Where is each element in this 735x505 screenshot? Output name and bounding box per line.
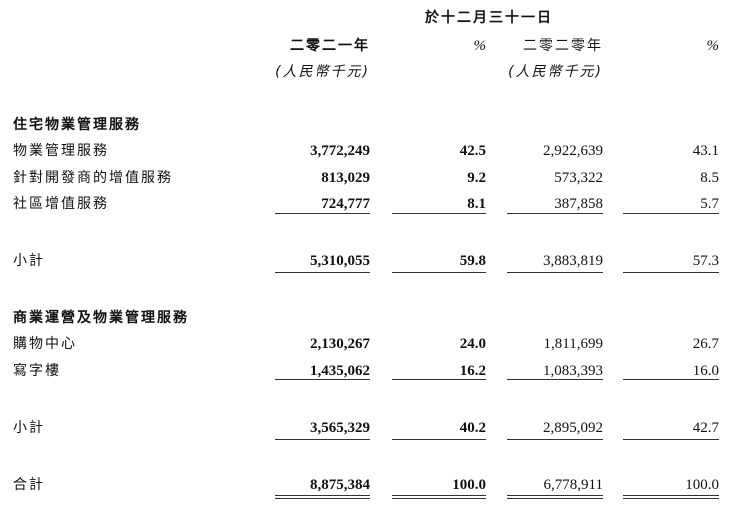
unit1-header: (人民幣千元) — [275, 64, 370, 80]
table-row-pct-2021: 9.2 — [467, 169, 486, 186]
table-row-value-2020: 1,083,393 — [543, 362, 603, 379]
row-underline — [275, 379, 370, 380]
subtotal-underline — [275, 439, 370, 440]
total-row-label: 合計 — [13, 477, 45, 493]
period-header: 於十二月三十一日 — [425, 10, 553, 26]
section-title: 商業運營及物業管理服務 — [13, 310, 189, 326]
subtotal-row-pct-2021: 40.2 — [459, 420, 486, 436]
total-row-pct-2021: 100.0 — [452, 477, 486, 493]
subtotal-underline — [623, 439, 719, 440]
subtotal-row-pct-2021: 59.8 — [459, 253, 486, 269]
subtotal-row-value-2021: 3,565,329 — [310, 420, 370, 436]
subtotal-underline — [507, 272, 603, 273]
table-row-value-2021: 3,772,249 — [310, 143, 370, 159]
table-row-value-2021: 2,130,267 — [310, 336, 370, 352]
unit2-header: (人民幣千元) — [508, 64, 603, 80]
table-row-pct-2020: 26.7 — [692, 336, 719, 352]
total-double-underline — [275, 495, 370, 499]
total-row-pct-2020: 100.0 — [685, 477, 719, 493]
subtotal-row-label: 小計 — [13, 253, 45, 269]
total-row-value-2021: 8,875,384 — [310, 477, 370, 493]
row-underline — [623, 212, 719, 214]
pct1-header: % — [473, 38, 487, 54]
table-row-value-2020: 1,811,699 — [543, 336, 603, 352]
table-row-pct-2021: 24.0 — [459, 336, 486, 352]
table-row-pct-2020: 16.0 — [692, 362, 719, 379]
subtotal-row-label: 小計 — [13, 420, 45, 436]
table-row-label: 針對開發商的增值服務 — [13, 169, 173, 186]
total-double-underline — [623, 495, 719, 499]
table-row-label: 社區增值服務 — [13, 196, 109, 212]
subtotal-row-value-2020: 3,883,819 — [543, 253, 603, 269]
subtotal-row-value-2020: 2,895,092 — [543, 420, 603, 436]
table-row-pct-2020: 43.1 — [692, 143, 719, 159]
year2-header: 二零二零年 — [523, 38, 603, 54]
subtotal-row-value-2021: 5,310,055 — [310, 253, 370, 269]
total-double-underline — [392, 495, 486, 499]
table-row-value-2021: 813,029 — [321, 169, 370, 186]
table-row-label: 購物中心 — [13, 336, 77, 352]
table-row-value-2020: 2,922,639 — [543, 143, 603, 159]
row-underline — [275, 212, 370, 214]
table-row-label: 物業管理服務 — [13, 143, 109, 159]
subtotal-underline — [392, 439, 486, 440]
table-row-pct-2020: 5.7 — [700, 196, 719, 212]
subtotal-row-pct-2020: 57.3 — [692, 253, 719, 269]
table-row-pct-2021: 8.1 — [467, 196, 486, 212]
pct2-header: % — [706, 38, 720, 54]
row-underline — [507, 379, 603, 380]
year1-header: 二零二一年 — [290, 38, 370, 54]
section-title: 住宅物業管理服務 — [13, 117, 141, 133]
subtotal-underline — [623, 272, 719, 273]
subtotal-underline — [392, 272, 486, 273]
row-underline — [392, 379, 486, 380]
subtotal-underline — [507, 439, 603, 440]
table-row-pct-2020: 8.5 — [700, 169, 719, 186]
row-underline — [623, 379, 719, 380]
table-row-value-2021: 1,435,062 — [310, 362, 370, 379]
table-row-value-2020: 387,858 — [554, 196, 603, 212]
table-row-pct-2021: 42.5 — [459, 143, 486, 159]
total-row-value-2020: 6,778,911 — [543, 477, 603, 493]
table-row-value-2020: 573,322 — [554, 169, 603, 186]
row-underline — [392, 212, 486, 214]
total-double-underline — [507, 495, 603, 499]
row-underline — [507, 212, 603, 214]
table-row-label: 寫字樓 — [13, 362, 61, 379]
subtotal-row-pct-2020: 42.7 — [692, 420, 719, 436]
table-row-pct-2021: 16.2 — [459, 362, 486, 379]
subtotal-underline — [275, 272, 370, 273]
table-row-value-2021: 724,777 — [321, 196, 370, 212]
